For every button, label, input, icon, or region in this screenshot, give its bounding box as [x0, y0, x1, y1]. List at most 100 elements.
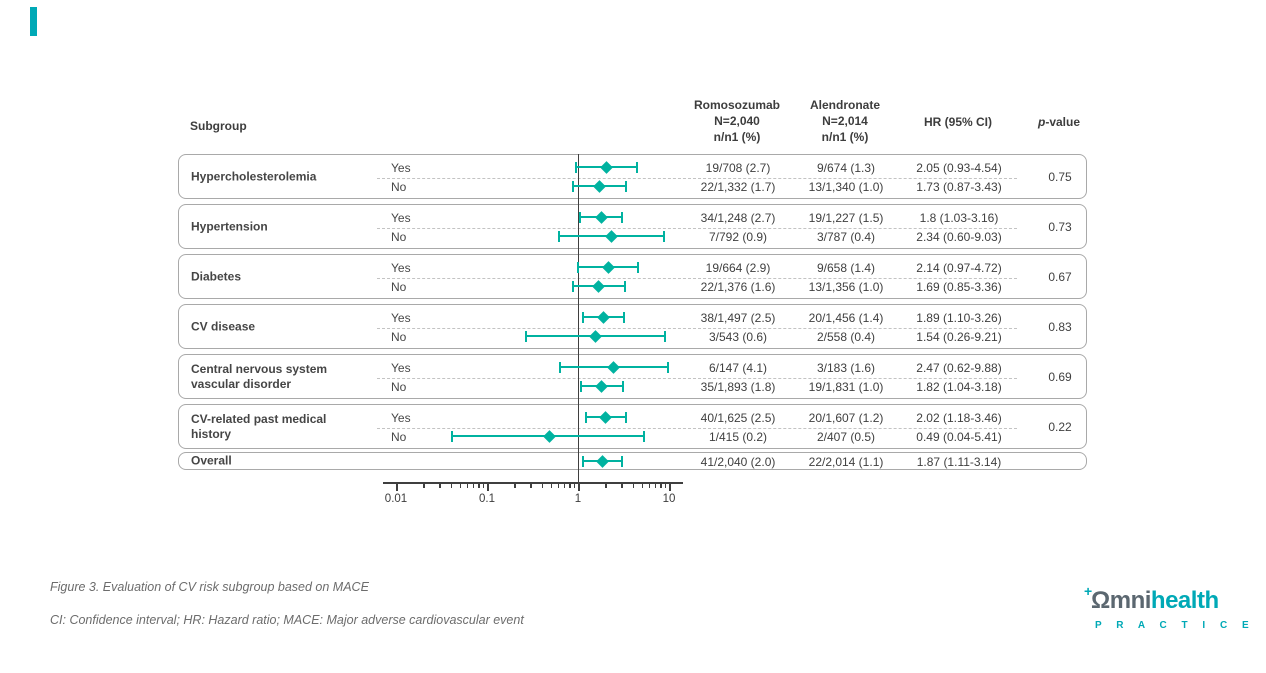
hr-point-estimate	[594, 210, 608, 224]
subgroup-panel: Hypertension 0.73 Yes 34/1,248 (2.7) 19/1,22…	[178, 204, 1087, 249]
x-axis-minor-tick	[459, 482, 462, 488]
x-axis-minor-tick	[569, 482, 571, 488]
cell-romosozumab: 19/708 (2.7)	[705, 161, 771, 175]
column-header-subgroup: Subgroup	[190, 119, 247, 133]
subgroup-label-line: history	[191, 426, 232, 441]
column-header-hr: HR (95% CI)	[923, 115, 992, 129]
ci-error-bar	[579, 210, 624, 224]
row-separator-dashed	[377, 327, 1017, 329]
ci-error-bar	[584, 410, 628, 424]
ci-error-bar	[571, 279, 626, 293]
subgroup-label: Hypercholesterolemia	[191, 169, 316, 184]
ci-cap-left	[572, 180, 575, 192]
x-axis-minor-tick	[478, 482, 480, 488]
x-axis-minor-tick	[466, 482, 469, 488]
p-value: 0.22	[1048, 419, 1072, 434]
hr-point-estimate	[596, 310, 610, 324]
reference-line-hr1	[577, 154, 579, 483]
cell-hr_text: 2.02 (1.18-3.46)	[916, 411, 1002, 425]
p-value: 0.69	[1048, 369, 1072, 384]
p-value: 0.83	[1048, 319, 1072, 334]
cell-romosozumab: 40/1,625 (2.5)	[700, 411, 776, 425]
level-label-no: No	[391, 330, 407, 344]
hr-point-estimate	[592, 279, 606, 293]
cell-hr_text: 1.54 (0.26-9.21)	[916, 330, 1002, 344]
ci-cap-right	[621, 211, 624, 223]
cell-romosozumab: 38/1,497 (2.5)	[700, 311, 776, 325]
level-label-yes: Yes	[391, 411, 411, 425]
level-label-no: No	[391, 180, 407, 194]
subgroup-label-line: Central nervous system	[191, 361, 328, 376]
ci-error-bar	[557, 229, 665, 243]
ci-cap-left	[559, 361, 562, 373]
cell-romosozumab: 41/2,040 (2.0)	[700, 455, 776, 469]
ci-error-bar	[576, 260, 640, 274]
cell-alendronate: 9/674 (1.3)	[816, 161, 876, 175]
level-label-yes: Yes	[391, 311, 411, 325]
subgroup-label: Central nervous system vascular disorder	[191, 362, 327, 392]
romosozumab-line3: n/n1 (%)	[713, 130, 761, 144]
x-axis-minor-tick	[641, 482, 644, 488]
x-axis-minor-tick	[541, 482, 544, 488]
alendronate-line1: Alendronate	[809, 98, 880, 112]
subgroup-label-line: Hypertension	[191, 219, 268, 233]
x-axis-minor-tick	[573, 482, 576, 488]
cell-hr_text: 2.34 (0.60-9.03)	[916, 230, 1002, 244]
x-axis-minor-tick	[439, 482, 441, 488]
logo-practice-text: P R A C T I C E	[1095, 620, 1255, 631]
ci-cap-left	[582, 455, 585, 467]
ci-cap-right	[637, 261, 640, 273]
ci-error-bar	[572, 179, 627, 193]
subgroup-label-line: vascular disorder	[191, 376, 292, 391]
cell-romosozumab: 35/1,893 (1.8)	[700, 380, 776, 394]
romosozumab-line1: Romosozumab	[693, 98, 780, 112]
cell-alendronate: 22/2,014 (1.1)	[808, 455, 884, 469]
x-axis-tick-label: 10	[662, 493, 676, 505]
cell-romosozumab: 3/543 (0.6)	[708, 330, 768, 344]
ci-error-bar	[559, 360, 669, 374]
x-axis-minor-tick	[557, 482, 560, 488]
cell-hr_text: 1.73 (0.87-3.43)	[916, 180, 1002, 194]
ci-cap-right	[622, 311, 625, 323]
alendronate-line2: N=2,014	[822, 114, 868, 128]
logo-omni-text: Ωmni	[1091, 587, 1151, 614]
hr-point-estimate	[593, 179, 607, 193]
cell-hr_text: 1.89 (1.10-3.26)	[916, 311, 1002, 325]
subgroup-panel: CV-related past medical history 0.22 Yes 40/…	[178, 404, 1087, 449]
cell-romosozumab: 6/147 (4.1)	[708, 361, 768, 375]
x-axis-minor-tick	[472, 482, 475, 488]
omnihealth-logo: + Ωmnihealth P R A C T I C E	[1084, 584, 1249, 635]
ci-cap-right	[624, 180, 627, 192]
corner-accent-bar	[30, 7, 37, 36]
cell-romosozumab: 19/664 (2.9)	[705, 261, 771, 275]
x-axis-minor-tick	[621, 482, 623, 488]
column-header-romosozumab: Romosozumab N=2,040 n/n1 (%)	[662, 97, 812, 145]
x-axis-minor-tick	[648, 482, 651, 488]
abbreviations-caption: CI: Confidence interval; HR: Hazard rati…	[50, 613, 524, 627]
hr-point-estimate	[599, 410, 613, 424]
level-label-yes: Yes	[391, 211, 411, 225]
cell-alendronate: 13/1,340 (1.0)	[808, 180, 884, 194]
subgroup-label-line: CV-related past medical	[191, 411, 327, 426]
ci-cap-left	[579, 380, 582, 392]
cell-romosozumab: 1/415 (0.2)	[708, 430, 768, 444]
hr-point-estimate	[596, 454, 610, 468]
hr-point-estimate	[588, 329, 602, 343]
cell-hr_text: 2.47 (0.62-9.88)	[916, 361, 1002, 375]
cell-alendronate: 19/1,227 (1.5)	[808, 211, 884, 225]
level-label-no: No	[391, 230, 407, 244]
ci-cap-left	[576, 261, 579, 273]
ci-error-bar	[524, 329, 666, 343]
row-separator-dashed	[377, 427, 1017, 429]
hr-point-estimate	[607, 360, 621, 374]
cell-alendronate: 9/658 (1.4)	[816, 261, 876, 275]
x-axis-minor-tick	[550, 482, 553, 488]
ci-cap-right	[663, 330, 666, 342]
hr-point-estimate	[595, 379, 609, 393]
p-value: 0.67	[1048, 269, 1072, 284]
row-separator-dashed	[377, 227, 1017, 229]
ci-error-bar	[579, 379, 624, 393]
row-separator-dashed	[377, 377, 1017, 379]
ci-cap-left	[581, 311, 584, 323]
cell-alendronate: 20/1,456 (1.4)	[808, 311, 884, 325]
